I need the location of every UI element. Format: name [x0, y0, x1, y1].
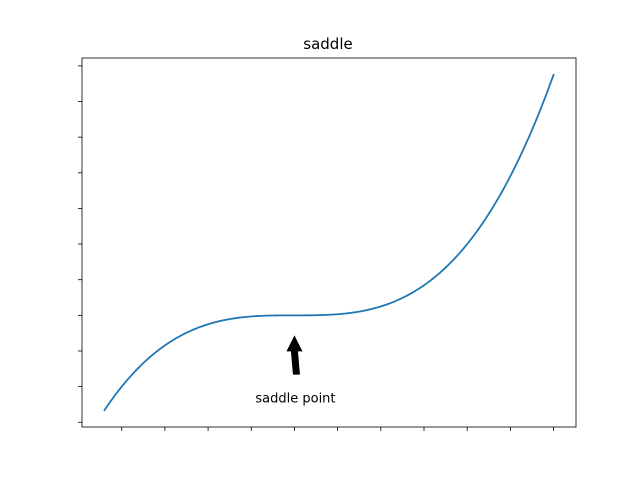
plot-frame [81, 57, 577, 428]
series-line [103, 73, 555, 412]
annotation-arrow [286, 335, 303, 375]
plot-layer: saddle point [78, 57, 577, 431]
chart-title: saddle [303, 35, 352, 53]
annotation-label: saddle point [255, 392, 335, 407]
